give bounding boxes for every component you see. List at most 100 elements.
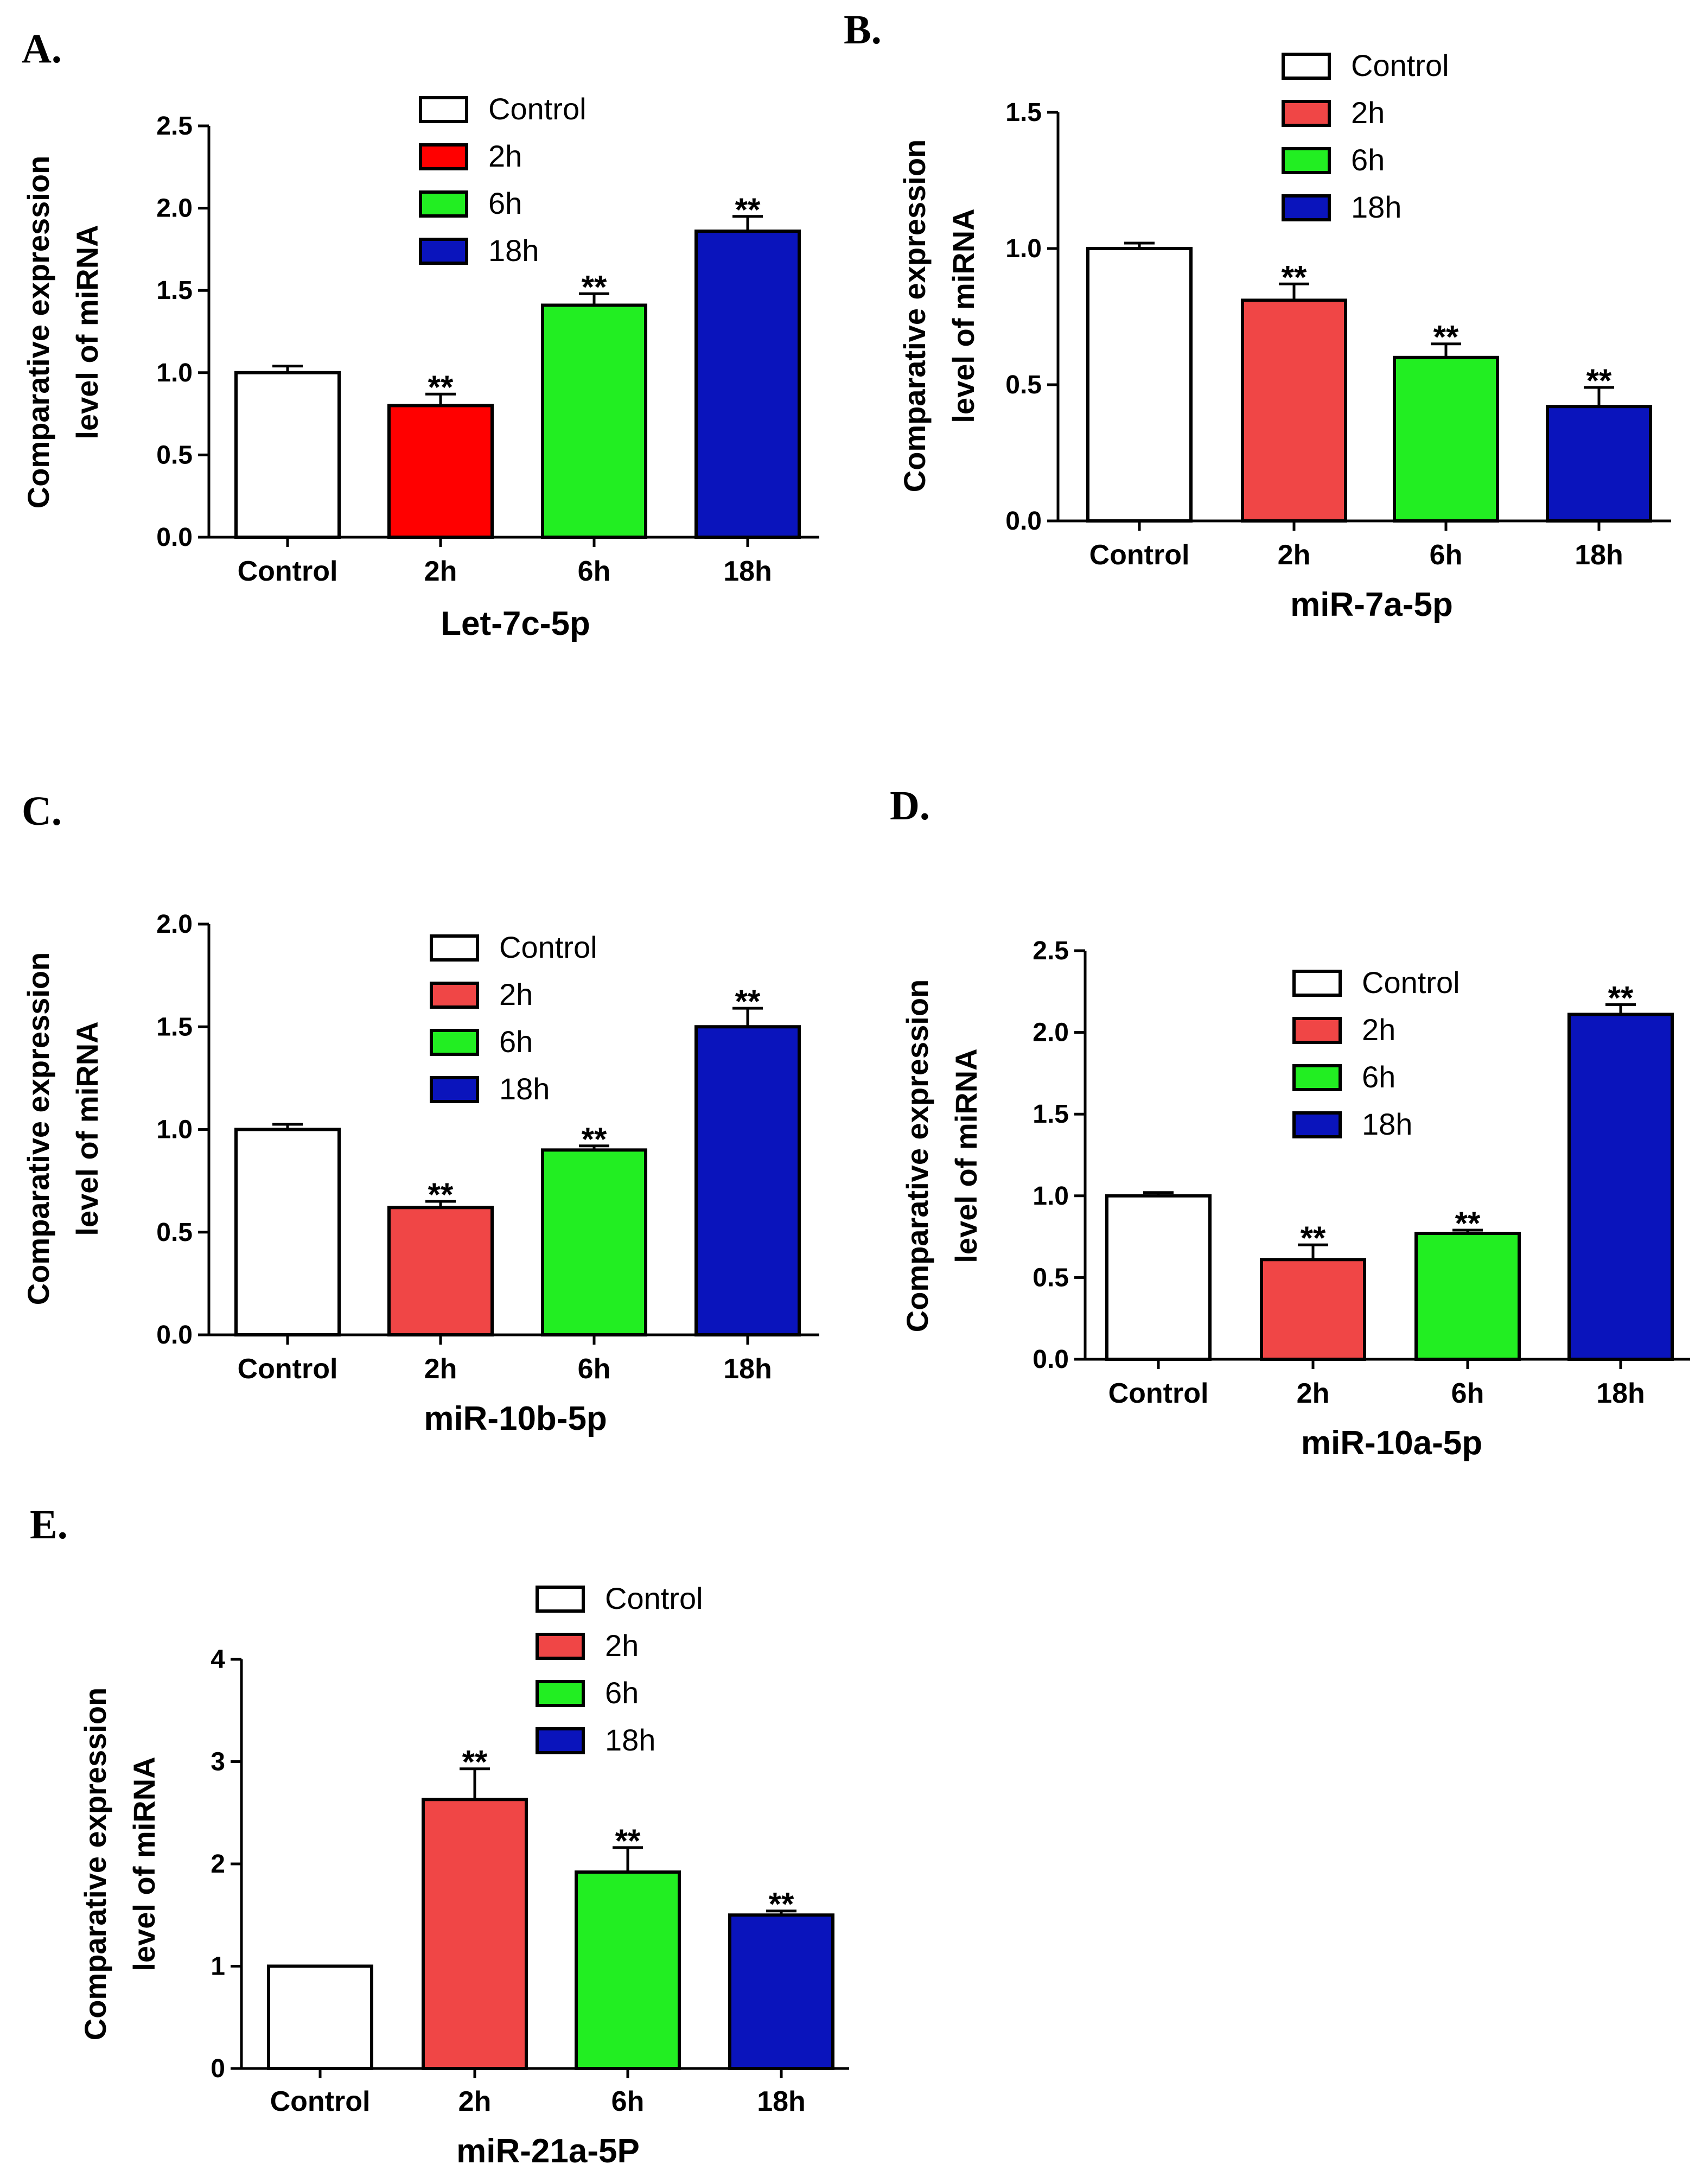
x-tick-label: 6h [1430, 539, 1463, 571]
x-tick-label: 18h [1575, 539, 1623, 571]
bar-2h [422, 1798, 528, 2071]
legend-label: Control [499, 930, 597, 964]
x-tick-label: 18h [723, 556, 772, 587]
legend-label: 2h [605, 1628, 639, 1663]
x-tick-label: 18h [1596, 1378, 1645, 1409]
y-tick-label: 0.0 [1033, 1345, 1069, 1374]
y-tick-label: 2.5 [1033, 937, 1069, 965]
panel-letter: B. [844, 7, 882, 53]
x-tick-label: 6h [578, 556, 611, 587]
legend-label: Control [1351, 48, 1449, 82]
significance-label: ** [1455, 1205, 1481, 1242]
bar-control [1105, 1194, 1212, 1361]
legend-swatch-18h [1292, 1111, 1342, 1138]
chart-panel-1: A. 0.0 0.5 1.0 1.5 2.0 2.5 Control 2h ** 6h ** 18h **… [21, 26, 819, 642]
legend-swatch-18h [1282, 194, 1331, 221]
y-tick-label: 2 [211, 1850, 225, 1879]
significance-label: ** [1433, 319, 1459, 355]
panel-letter: C. [22, 788, 62, 834]
legend-label: 18h [1362, 1107, 1412, 1141]
x-tick-label: 2h [424, 556, 457, 587]
legend-swatch-18h [430, 1076, 479, 1103]
bar-control [1086, 247, 1193, 523]
y-axis-title-line: Comparative expression [900, 979, 934, 1332]
y-tick-label: 0.5 [156, 441, 193, 469]
y-tick-label: 1.0 [1033, 1182, 1069, 1211]
significance-label: ** [769, 1886, 794, 1923]
y-axis-title-line: Comparative expression [21, 156, 55, 508]
y-tick-label: 2.0 [1033, 1019, 1069, 1047]
y-axis-title-line: level of miRNA [946, 208, 980, 423]
bar-18h [694, 1025, 801, 1336]
significance-label: ** [1282, 259, 1307, 295]
legend-swatch-control [430, 934, 479, 962]
y-tick-label: 0.5 [1033, 1263, 1069, 1292]
y-axis-title-line: Comparative expression [897, 139, 932, 492]
legend-label: Control [488, 92, 587, 126]
legend-label: Control [1362, 965, 1460, 1000]
y-tick-label: 0.5 [1005, 371, 1042, 399]
bar-control [234, 371, 341, 539]
y-tick-label: 1.0 [156, 1116, 193, 1144]
y-tick-label: 0.0 [156, 523, 193, 552]
significance-label: ** [428, 369, 454, 405]
significance-label: ** [582, 269, 607, 305]
x-tick-label: Control [238, 1353, 338, 1385]
bar-18h [728, 1913, 834, 2070]
significance-label: ** [582, 1121, 607, 1157]
significance-label: ** [428, 1176, 454, 1213]
bar-control [234, 1128, 341, 1336]
x-axis-title: miR-7a-5p [1290, 586, 1453, 623]
y-axis-title-line: level of miRNA [127, 1756, 161, 1971]
legend: Control 2h 6h 18h [1292, 965, 1460, 1141]
x-tick-label: 6h [1451, 1378, 1484, 1409]
bar-6h [575, 1870, 681, 2071]
panel-letter: D. [890, 783, 930, 829]
bar-6h [1414, 1232, 1521, 1361]
legend-swatch-6h [430, 1029, 479, 1056]
y-tick-label: 0.0 [1005, 507, 1042, 536]
legend-swatch-6h [536, 1680, 585, 1707]
significance-label: ** [735, 192, 761, 228]
chart-panel-3: C. 0.0 0.5 1.0 1.5 2.0 Control 2h ** 6h ** 18h ** miR… [21, 788, 819, 1437]
x-tick-label: 18h [757, 2086, 806, 2117]
legend-swatch-control [536, 1586, 585, 1613]
legend-swatch-2h [1282, 100, 1331, 127]
bar-2h [387, 1206, 494, 1337]
y-tick-label: 4 [211, 1645, 225, 1674]
bar-6h [541, 1148, 647, 1337]
legend: Control 2h 6h 18h [536, 1581, 703, 1757]
legend-swatch-control [419, 96, 468, 123]
x-tick-label: 6h [578, 1353, 611, 1385]
x-axis-title: miR-10a-5p [1301, 1424, 1482, 1462]
y-axis-title-line: level of miRNA [949, 1048, 983, 1263]
y-tick-label: 1 [211, 1952, 225, 1981]
legend: Control 2h 6h 18h [419, 92, 587, 268]
x-axis-title: miR-10b-5p [424, 1400, 607, 1437]
y-tick-label: 0.5 [156, 1218, 193, 1247]
legend-swatch-2h [536, 1633, 585, 1660]
bar-control [267, 1964, 373, 2070]
legend-label: 2h [1362, 1013, 1395, 1047]
legend-label: 6h [1362, 1060, 1395, 1094]
significance-label: ** [1301, 1220, 1326, 1256]
legend-swatch-18h [536, 1727, 585, 1754]
significance-label: ** [735, 983, 761, 1020]
legend-swatch-6h [1282, 147, 1331, 174]
x-tick-label: 2h [424, 1353, 457, 1385]
legend-label: 18h [1351, 190, 1401, 224]
legend-label: 6h [488, 186, 522, 220]
panel-letter: A. [22, 26, 62, 72]
y-tick-label: 1.5 [1033, 1100, 1069, 1129]
significance-label: ** [1608, 979, 1634, 1016]
bar-2h [1260, 1258, 1366, 1361]
significance-label: ** [1586, 362, 1612, 399]
y-axis-title-line: Comparative expression [21, 952, 55, 1305]
x-tick-label: Control [270, 2086, 371, 2117]
legend-label: 18h [605, 1723, 655, 1757]
chart-panel-4: D. 0.0 0.5 1.0 1.5 2.0 2.5 Control 2h ** 6h ** 18h **… [890, 783, 1690, 1462]
bar-6h [1393, 355, 1499, 523]
x-tick-label: Control [1089, 539, 1190, 571]
legend-swatch-control [1282, 53, 1331, 80]
